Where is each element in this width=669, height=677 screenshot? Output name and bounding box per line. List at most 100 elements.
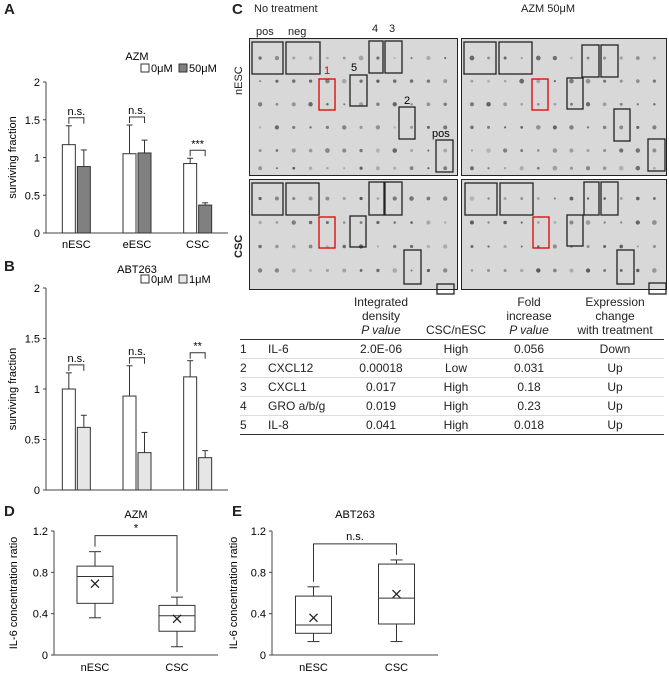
blot-spot [308, 166, 313, 170]
blot-spot [342, 148, 347, 153]
blot-spot [536, 268, 541, 273]
mean-marker [309, 613, 318, 623]
table-cell: 0.018 [492, 415, 566, 435]
blot-spot [291, 268, 296, 273]
blot-spot [291, 102, 296, 107]
blot-spot [443, 244, 448, 249]
blot-spot [359, 166, 363, 170]
significance-bracket [313, 543, 397, 582]
blot-spot [274, 196, 279, 201]
blot-spot [325, 196, 330, 201]
blot-spots [469, 55, 657, 171]
blot-spot [653, 103, 656, 106]
y-tick-label: 0 [34, 228, 40, 240]
blot-spot [258, 126, 262, 129]
spot-label-3: 3 [389, 23, 396, 35]
table-row: 2 CXCL12 0.00018 Low 0.031 Up [240, 358, 664, 378]
chart-title: ABT263 [335, 509, 375, 521]
table-cell: 0.00018 [342, 358, 420, 378]
table-cell: 0.23 [492, 396, 566, 416]
spot-label-neg: neg [288, 26, 307, 38]
blot-spot [258, 80, 262, 83]
blot-spot [469, 55, 475, 61]
blot-spot [619, 79, 623, 83]
blot-spot [342, 56, 346, 60]
blot-spot [652, 148, 657, 153]
significance-bracket [68, 117, 85, 124]
table-row: 5 IL-8 0.041 High 0.018 Up [240, 415, 664, 435]
spot-highlight-box [600, 44, 619, 78]
blot-spot [326, 103, 329, 106]
blot-spot [309, 268, 313, 272]
blot-spot [487, 79, 491, 83]
blot-spot [652, 79, 657, 83]
blot-spot [409, 148, 414, 153]
blot-spot [427, 167, 430, 170]
x-tick-label: nESC [299, 662, 328, 674]
blot-spot [569, 166, 574, 170]
blot-spot [343, 103, 346, 106]
blot-spot [535, 55, 541, 61]
y-tick-label: 0.4 [33, 609, 48, 621]
spot-highlight-box [384, 181, 403, 216]
spot-highlight-box [566, 214, 584, 247]
spot-label-pos-bottom: pos [432, 128, 450, 140]
blot-spot [552, 244, 557, 249]
blot-spot [585, 268, 591, 273]
blot-spot [486, 148, 491, 153]
y-axis-label: IL-6 concentration ratio [8, 537, 20, 650]
spot-highlight-box [613, 108, 631, 142]
dot-blot-nesc-azm [461, 38, 667, 176]
blot-spot [258, 220, 262, 225]
table-header-name [268, 295, 342, 340]
blot-spot [392, 196, 397, 201]
spot-highlight-box [318, 216, 336, 249]
blot-spot [409, 79, 414, 83]
significance-label: *** [191, 138, 205, 150]
blot-spot [443, 125, 448, 130]
blot-spot [520, 197, 524, 200]
table-cell: 0.18 [492, 377, 566, 397]
table-cell: High [420, 339, 492, 359]
blot-spot [569, 78, 574, 84]
significance-label: n.s. [128, 105, 146, 117]
significance-bracket [189, 149, 206, 157]
blot-spot [487, 221, 490, 224]
y-tick-label: 0.4 [251, 609, 266, 621]
blot-spot [359, 79, 363, 83]
blot-spot [443, 221, 447, 224]
blot-spot [553, 102, 557, 106]
blot-spot [292, 125, 296, 129]
blot-spot [537, 221, 540, 224]
y-tick-label: 1 [34, 384, 40, 396]
blot-spot [392, 148, 398, 153]
blot-spot [359, 196, 363, 201]
blot-spot [469, 196, 475, 201]
legend-label: 50μM [189, 63, 217, 75]
blot-spot [291, 148, 296, 153]
y-tick-label: 0.5 [25, 190, 40, 202]
mean-marker [90, 579, 100, 589]
table-cell: IL-8 [268, 415, 342, 435]
spot-highlight-box [435, 139, 454, 173]
blot-spot [470, 79, 474, 83]
blot-spot [257, 102, 263, 107]
blot-spot [342, 221, 346, 224]
blot-spot [258, 166, 263, 171]
table-cell: Up [566, 396, 664, 416]
panel-letter-c: C [232, 1, 243, 18]
x-tick-label: nESC [62, 239, 91, 251]
blot-spot [486, 102, 491, 107]
table-header-expression-change: Expression change with treatment [566, 295, 664, 340]
blot-spot [308, 148, 313, 153]
blot-spot [376, 56, 380, 60]
table-row: 1 IL-6 2.0E-06 High 0.056 Down [240, 339, 664, 359]
table-cell: 5 [240, 415, 268, 435]
spot-highlight-box [531, 78, 549, 111]
table-cell: 2 [240, 358, 268, 378]
blot-spot [537, 245, 540, 248]
table-cell: 3 [240, 377, 268, 397]
blot-spot [292, 79, 296, 83]
blot-spot [258, 149, 262, 152]
blot-spot [486, 268, 491, 273]
